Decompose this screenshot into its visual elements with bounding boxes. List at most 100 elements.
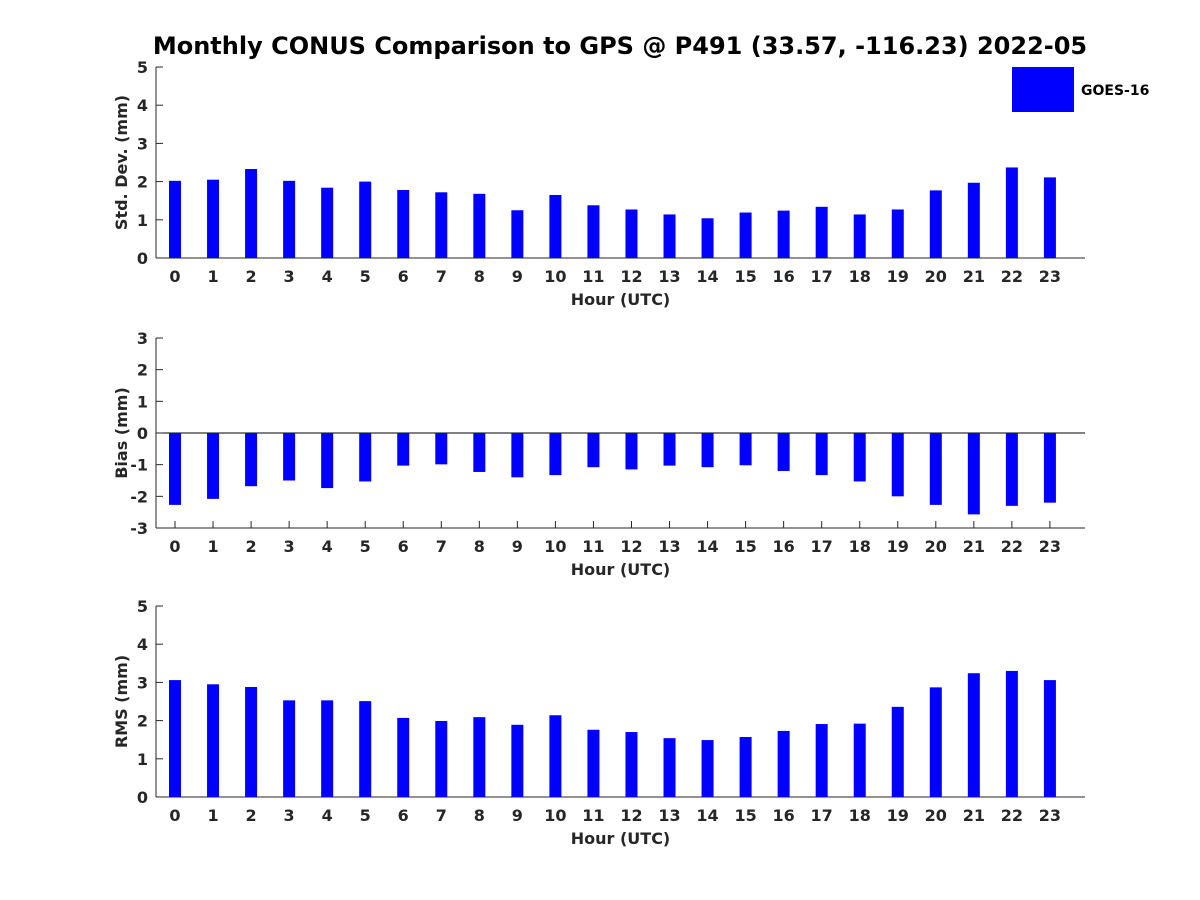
bar-hour-9: [511, 210, 524, 258]
bar-hour-0: [169, 680, 181, 797]
x-tick-label: 14: [696, 806, 718, 825]
bar-hour-20: [929, 190, 942, 258]
bar-hour-10: [549, 715, 562, 797]
y-axis-label: Bias (mm): [112, 387, 131, 479]
bar-hour-0: [169, 180, 181, 258]
y-tick-label: 0: [137, 788, 148, 807]
x-tick-label: 11: [582, 537, 604, 556]
bar-hour-2: [245, 686, 258, 797]
x-tick-label: 5: [360, 267, 371, 286]
bar-hour-8: [473, 193, 486, 258]
y-tick-label: 5: [137, 597, 148, 616]
bar-hour-1: [207, 433, 220, 499]
x-tick-label: 13: [658, 806, 680, 825]
bar-hour-10: [549, 433, 562, 476]
x-tick-label: 11: [582, 267, 604, 286]
x-tick-label: 6: [398, 267, 409, 286]
x-axis-label: Hour (UTC): [571, 290, 671, 309]
bar-hour-19: [891, 706, 904, 797]
bar-hour-6: [397, 717, 410, 797]
bar-hour-4: [321, 187, 334, 258]
x-tick-label: 0: [169, 806, 180, 825]
x-tick-label: 18: [849, 806, 871, 825]
y-tick-label: 0: [137, 249, 148, 268]
bar-hour-0: [169, 433, 181, 505]
bar-hour-13: [663, 433, 676, 466]
bar-hour-17: [815, 206, 828, 258]
x-tick-label: 17: [811, 537, 833, 556]
bar-hour-16: [777, 433, 790, 471]
bar-hour-6: [397, 190, 410, 258]
bar-hour-8: [473, 433, 486, 472]
x-tick-label: 20: [925, 537, 947, 556]
bar-hour-22: [1005, 167, 1018, 258]
x-tick-label: 21: [963, 537, 985, 556]
bar-hour-18: [853, 723, 866, 797]
bar-hour-15: [739, 433, 752, 466]
x-tick-label: 12: [620, 806, 642, 825]
x-tick-label: 18: [849, 537, 871, 556]
x-tick-label: 0: [169, 267, 180, 286]
y-tick-label: 1: [137, 211, 148, 230]
bar-hour-11: [587, 729, 600, 797]
x-tick-label: 15: [734, 537, 756, 556]
x-tick-label: 19: [887, 537, 909, 556]
y-tick-label: 4: [137, 635, 148, 654]
bar-hour-2: [245, 433, 258, 487]
x-tick-label: 11: [582, 806, 604, 825]
bar-hour-2: [245, 168, 258, 258]
x-tick-label: 17: [811, 267, 833, 286]
y-axis-label: Std. Dev. (mm): [112, 95, 131, 230]
x-tick-label: 23: [1039, 806, 1061, 825]
y-tick-label: -2: [130, 487, 148, 506]
x-tick-label: 5: [360, 806, 371, 825]
bar-hour-21: [967, 673, 980, 797]
bar-hour-11: [587, 433, 600, 468]
bar-hour-7: [435, 192, 448, 258]
bar-hour-5: [359, 181, 372, 258]
y-tick-label: 3: [137, 329, 148, 348]
legend-swatch-goes16: [1012, 67, 1074, 112]
x-tick-label: 4: [322, 267, 333, 286]
bar-hour-13: [663, 738, 676, 797]
bar-hour-7: [435, 720, 448, 797]
x-tick-label: 4: [322, 537, 333, 556]
x-tick-label: 9: [512, 537, 523, 556]
x-tick-label: 13: [658, 537, 680, 556]
bar-hour-17: [815, 433, 828, 476]
bar-hour-3: [283, 180, 296, 258]
y-tick-label: 3: [137, 673, 148, 692]
bar-hour-4: [321, 700, 334, 797]
x-tick-label: 23: [1039, 267, 1061, 286]
bar-hour-14: [701, 218, 714, 258]
bar-hour-5: [359, 433, 372, 482]
x-tick-label: 22: [1001, 806, 1023, 825]
bar-hour-16: [777, 210, 790, 258]
x-tick-label: 1: [207, 537, 218, 556]
x-tick-label: 2: [246, 806, 257, 825]
legend: GOES-16: [1012, 67, 1149, 112]
bar-hour-18: [853, 214, 866, 258]
x-tick-label: 8: [474, 267, 485, 286]
x-tick-label: 6: [398, 537, 409, 556]
x-tick-label: 8: [474, 806, 485, 825]
bar-hour-4: [321, 433, 334, 489]
bar-hour-11: [587, 205, 600, 258]
x-tick-label: 15: [734, 806, 756, 825]
bar-hour-12: [625, 732, 638, 797]
x-tick-label: 2: [246, 267, 257, 286]
x-tick-label: 14: [696, 267, 718, 286]
x-tick-label: 0: [169, 537, 180, 556]
bar-hour-22: [1005, 433, 1018, 506]
bar-hour-6: [397, 433, 410, 466]
x-tick-label: 1: [207, 267, 218, 286]
bar-hour-13: [663, 214, 676, 258]
x-axis-label: Hour (UTC): [571, 829, 671, 848]
y-tick-label: 1: [137, 392, 148, 411]
bar-hour-18: [853, 433, 866, 482]
x-tick-label: 10: [544, 537, 566, 556]
bar-hour-20: [929, 433, 942, 505]
